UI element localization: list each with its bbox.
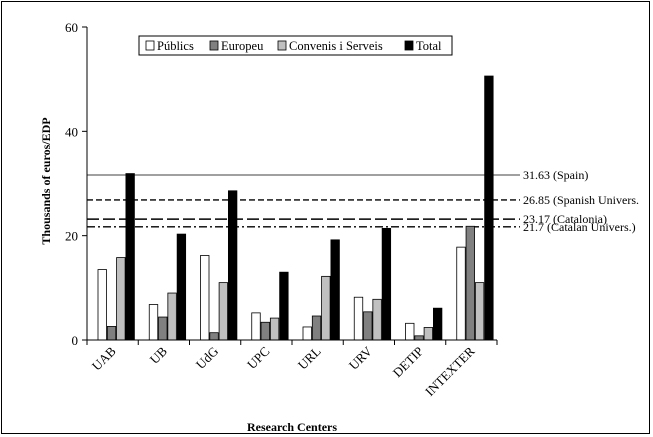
bar-total-upc (279, 271, 289, 341)
legend-label: Total (416, 39, 442, 53)
x-tick-label: UAB (89, 343, 119, 373)
bar-p-blics-detip (405, 322, 415, 341)
bar-convenis-i-serveis-urv (372, 298, 382, 341)
bar-europeu-upc (260, 321, 270, 341)
legend-label: Europeu (221, 39, 264, 53)
legend-swatch (209, 40, 219, 51)
y-axis-title: Thousands of euros/EDP (39, 117, 53, 244)
reference-line-label: 31.63 (Spain) (523, 168, 588, 182)
y-tick-label: 20 (65, 229, 78, 244)
bar-europeu-intexter (465, 225, 475, 341)
bar-convenis-i-serveis-ub (167, 292, 177, 341)
y-axis: 0 20 40 60 (65, 20, 88, 348)
x-axis-title: Research Centers (247, 420, 337, 434)
reference-line-label: 23.17 (Catalonia) (523, 212, 607, 226)
bar-total-detip (432, 307, 443, 341)
legend-swatch (404, 40, 414, 51)
bar-europeu-ub (158, 316, 168, 341)
reference-lines: 31.63 (Spain) 26.85 (Spanish Univers. 23.1… (87, 168, 639, 234)
reference-line-label: 26.85 (Spanish Univers. (523, 193, 639, 207)
bar-p-blics-url (302, 326, 312, 341)
legend-swatch (145, 40, 155, 51)
y-tick-label: 40 (65, 124, 78, 139)
bar-total-ub (176, 233, 187, 341)
bar-convenis-i-serveis-detip (423, 327, 434, 341)
bar-p-blics-uab (97, 269, 107, 341)
bar-p-blics-upc (251, 312, 261, 341)
x-tick-label: URV (346, 343, 376, 373)
bar-europeu-uab (106, 326, 117, 341)
bar-convenis-i-serveis-udg (218, 282, 229, 341)
legend: Públics Europeu Convenis i Serveis Total (138, 35, 453, 56)
bar-p-blics-intexter (456, 246, 466, 341)
bar-europeu-urv (363, 311, 373, 341)
bar-p-blics-urv (353, 296, 364, 341)
y-tick-label: 60 (65, 20, 78, 35)
legend-swatch (277, 40, 287, 51)
bar-europeu-detip (414, 335, 424, 341)
x-tick-label: UPC (244, 344, 272, 372)
x-tick-label: UB (147, 343, 171, 367)
bar-p-blics-ub (148, 304, 159, 341)
bar-total-urv (381, 227, 392, 341)
bar-europeu-url (311, 315, 322, 341)
bars (97, 75, 494, 341)
x-tick-label: URL (295, 343, 324, 372)
bar-p-blics-udg (200, 255, 210, 341)
legend-label: Públics (157, 39, 194, 53)
bar-convenis-i-serveis-url (321, 275, 331, 341)
bar-convenis-i-serveis-uab (116, 257, 126, 341)
bar-total-url (330, 239, 340, 341)
bar-convenis-i-serveis-upc (269, 317, 280, 341)
bar-convenis-i-serveis-intexter (474, 282, 485, 341)
legend-label: Convenis i Serveis (289, 39, 383, 53)
reference-line-label: 21.7 (Catalan Univers.) (523, 220, 636, 234)
bar-total-uab (125, 173, 135, 341)
bar-total-intexter (484, 75, 494, 341)
bar-total-udg (227, 190, 238, 341)
x-tick-label: UdG (193, 344, 221, 372)
y-tick-label: 0 (72, 333, 79, 348)
bar-europeu-udg (209, 332, 219, 341)
x-tick-label: INTEXTER (422, 343, 478, 399)
x-tick-label: DETIP (390, 344, 427, 381)
